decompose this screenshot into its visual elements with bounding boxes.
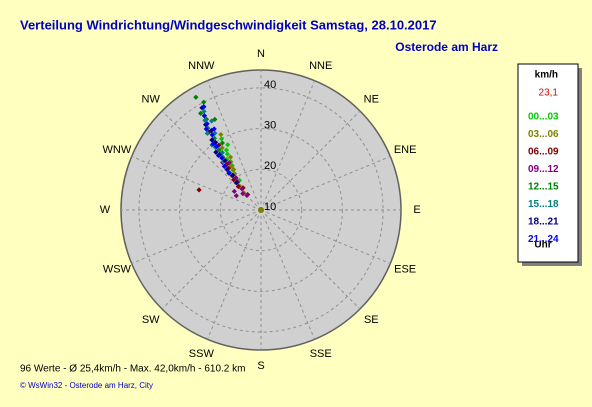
wind-point (213, 149, 219, 155)
spoke (260, 155, 391, 211)
wind-point (239, 186, 245, 192)
wind-point (196, 187, 202, 193)
wind-point (201, 113, 208, 119)
wind-point (218, 131, 224, 138)
wind-point (210, 141, 216, 147)
wind-point (231, 188, 237, 194)
legend-label: 03...06 (528, 129, 559, 140)
center (258, 207, 264, 213)
grid-ring (219, 168, 303, 252)
legend-label: 12...15 (528, 182, 559, 193)
chart-title: Verteilung Windrichtung/Windgeschwindigk… (20, 17, 437, 32)
wind-point (226, 170, 232, 176)
wind-point (235, 183, 241, 190)
spoke (260, 80, 316, 211)
wind-point (226, 160, 232, 166)
grid-ring (179, 128, 343, 292)
r-tick-label: 40 (264, 79, 276, 91)
wind-point (201, 108, 207, 114)
wind-point (227, 154, 234, 160)
wind-point (214, 144, 220, 150)
legend-label: 00...03 (528, 112, 559, 123)
r-tick-label: 30 (264, 120, 276, 132)
legend-label: 06...09 (528, 147, 559, 158)
direction-label: ENE (394, 144, 417, 156)
spoke (260, 110, 361, 211)
direction-label: W (100, 204, 111, 216)
wind-point (233, 180, 240, 186)
wind-point (231, 166, 237, 173)
spoke (206, 209, 262, 340)
direction-label: SW (142, 314, 160, 326)
wind-point (201, 99, 207, 105)
wind-point (202, 117, 208, 123)
wind-point (221, 163, 227, 169)
legend-box (517, 63, 579, 263)
direction-label: SE (364, 314, 379, 326)
legend-value: 23,1 (539, 88, 559, 99)
wind-point (201, 104, 207, 110)
wind-point (209, 137, 215, 143)
direction-label: SSE (310, 348, 332, 360)
wind-point (203, 126, 209, 132)
wind-point (230, 172, 236, 178)
direction-label: N (257, 48, 265, 60)
direction-label: SSW (189, 348, 215, 360)
wind-point (215, 152, 222, 159)
spoke (260, 209, 391, 265)
wind-point (219, 155, 225, 161)
wind-point (193, 94, 199, 100)
spoke (131, 155, 262, 211)
wind-point (224, 166, 230, 173)
wind-point (219, 145, 225, 151)
spoke (260, 209, 361, 310)
direction-label: WNW (103, 144, 132, 156)
wind-point (204, 130, 210, 136)
spoke (260, 209, 316, 340)
legend-label: 18...21 (528, 217, 559, 228)
wind-point (222, 158, 228, 164)
legend-label: 21...24 (528, 234, 559, 245)
direction-label: E (413, 204, 420, 216)
wind-point (225, 142, 231, 148)
direction-label: NNE (309, 60, 332, 72)
legend-header: km/h (535, 70, 558, 81)
wind-point (209, 118, 215, 124)
wind-point (198, 110, 204, 116)
direction-label: S (257, 360, 264, 372)
spoke (161, 110, 262, 211)
wind-point (240, 191, 246, 197)
legend-label: 15...18 (528, 199, 559, 210)
direction-label: NW (142, 94, 161, 106)
wind-point (216, 147, 222, 153)
wind-point (233, 193, 239, 199)
wind-point (244, 192, 250, 198)
wind-point (233, 175, 239, 181)
footer: 96 Werte - Ø 25,4km/h - Max. 42,0km/h - … (20, 364, 245, 375)
direction-label: WSW (103, 264, 132, 276)
wind-point (223, 147, 230, 153)
direction-label: ESE (394, 264, 416, 276)
wind-point (211, 126, 217, 132)
wind-point (218, 136, 225, 142)
wind-point (224, 151, 231, 157)
spoke (131, 209, 262, 265)
r-tick-label: 20 (264, 160, 276, 172)
legend-footer: Uhr (534, 240, 551, 251)
credit: © WsWin32 - Osterode am Harz, City (20, 381, 153, 390)
direction-label: NE (364, 94, 379, 106)
wind-point (204, 121, 210, 127)
direction-label: NNW (188, 60, 215, 72)
legend-label: 09...12 (528, 164, 559, 175)
wind-point (199, 105, 205, 111)
grid-ring (138, 87, 384, 333)
wind-point (209, 132, 215, 138)
spoke (161, 209, 262, 310)
r-tick-label: 10 (264, 201, 276, 213)
spoke (206, 80, 262, 211)
chart-subtitle: Osterode am Harz (395, 40, 498, 54)
wind-point (219, 140, 225, 146)
